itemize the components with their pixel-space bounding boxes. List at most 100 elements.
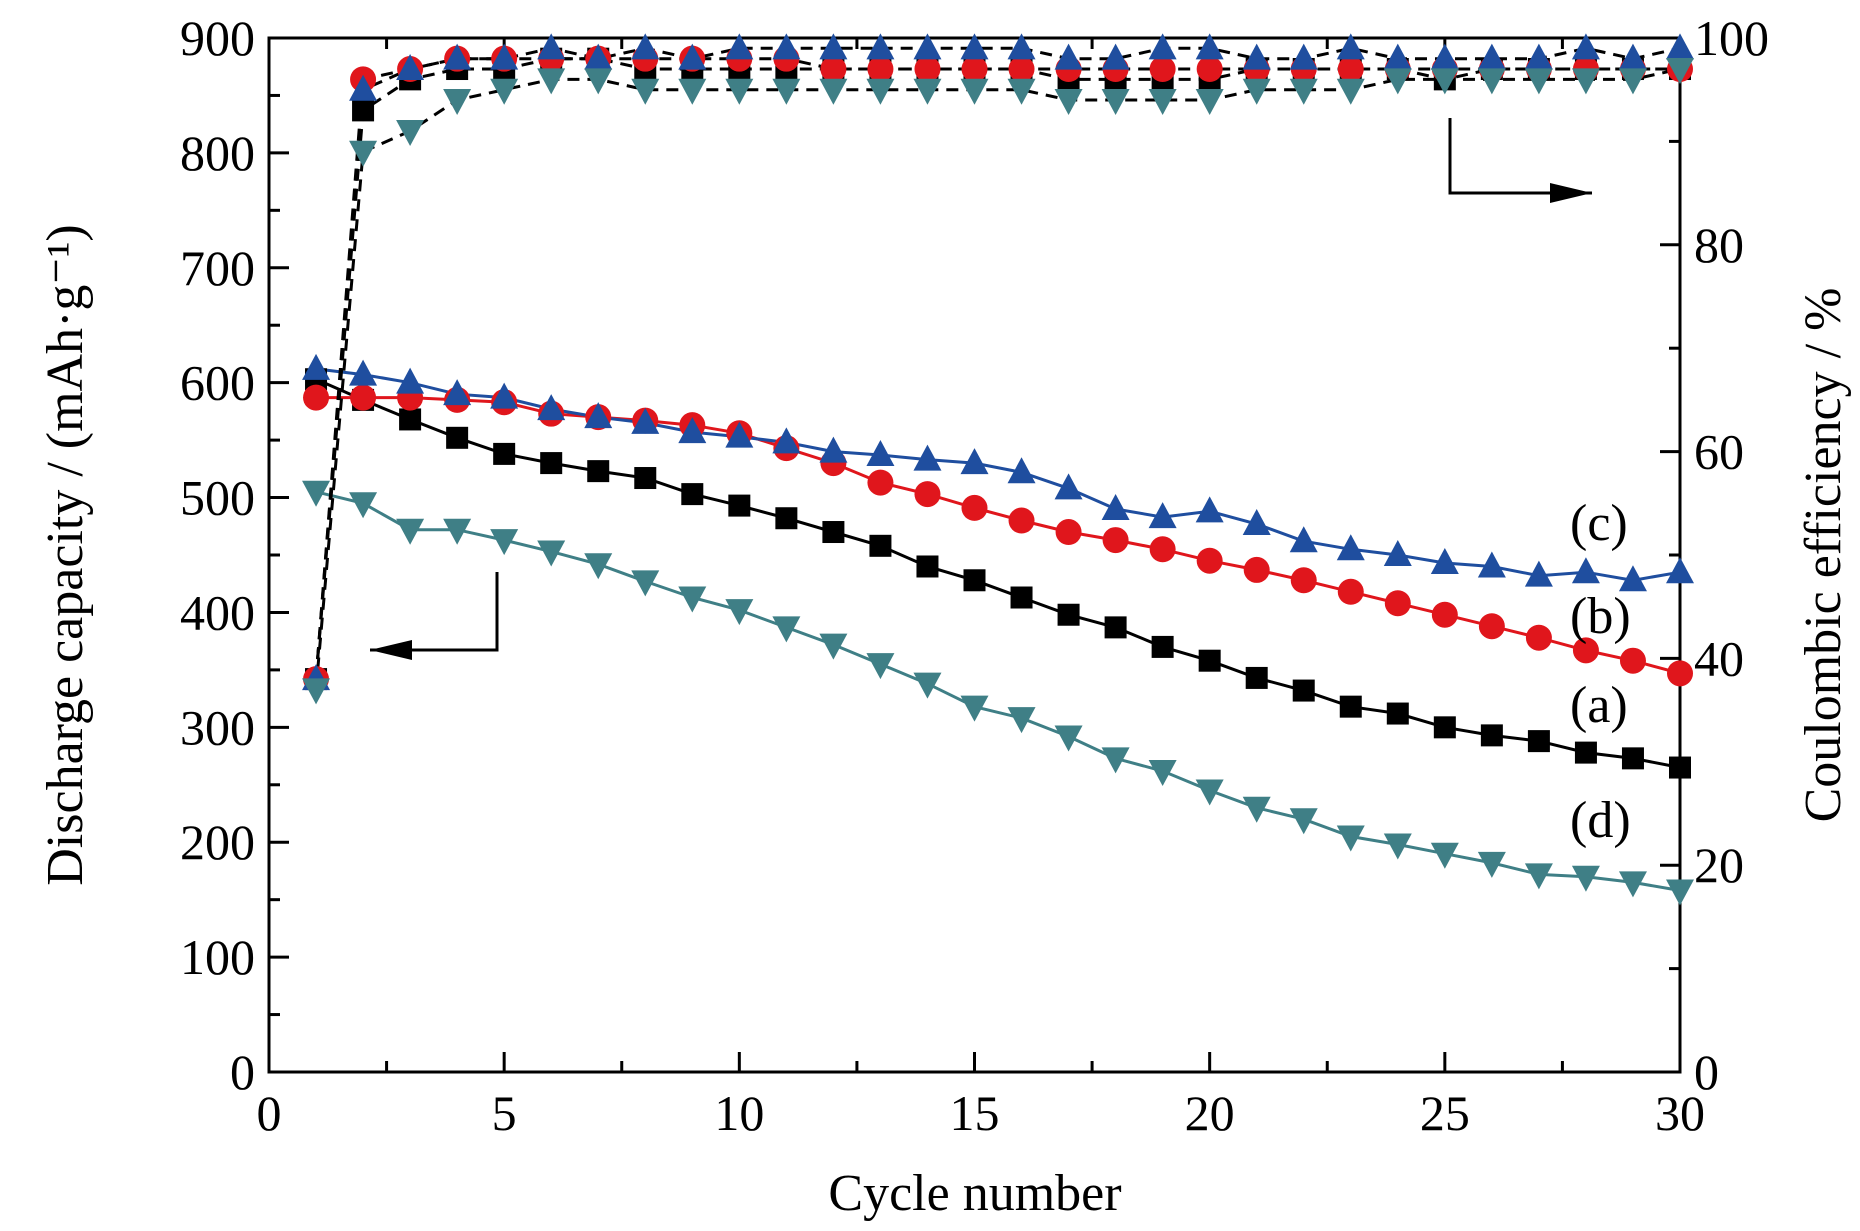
point-s0-14 bbox=[963, 569, 986, 592]
series-line-4 bbox=[314, 57, 1680, 680]
point-s1-15 bbox=[1008, 507, 1035, 534]
point-s2-5 bbox=[537, 394, 566, 421]
point-s3-2 bbox=[396, 518, 425, 545]
point-s0-29 bbox=[1669, 756, 1691, 779]
y-left-tick-label: 0 bbox=[230, 1044, 255, 1100]
x-tick-label: 10 bbox=[714, 1085, 764, 1141]
axis-arrows bbox=[370, 118, 1592, 660]
x-tick-label: 5 bbox=[492, 1085, 517, 1141]
point-s3-12 bbox=[866, 653, 895, 680]
point-s6-11 bbox=[819, 33, 848, 60]
point-s5-18 bbox=[1149, 56, 1176, 83]
point-s3-22 bbox=[1336, 825, 1365, 852]
point-s0-11 bbox=[822, 521, 845, 544]
point-s5-19 bbox=[1196, 56, 1223, 83]
point-s2-24 bbox=[1430, 548, 1459, 575]
point-s2-12 bbox=[866, 440, 895, 467]
point-s1-18 bbox=[1149, 536, 1176, 563]
point-s0-23 bbox=[1386, 702, 1409, 725]
point-s7-0 bbox=[302, 678, 331, 705]
point-s3-15 bbox=[1007, 707, 1036, 734]
point-s3-9 bbox=[725, 599, 754, 626]
point-s7-28 bbox=[1618, 68, 1647, 95]
point-s6-18 bbox=[1148, 33, 1177, 60]
point-s2-17 bbox=[1101, 494, 1130, 521]
point-s3-25 bbox=[1477, 851, 1506, 878]
y-left-tick-label: 800 bbox=[180, 125, 255, 181]
point-s3-29 bbox=[1666, 879, 1694, 906]
point-s3-23 bbox=[1383, 833, 1412, 860]
point-s3-11 bbox=[819, 633, 848, 660]
point-s1-1 bbox=[350, 384, 377, 411]
point-s7-20 bbox=[1242, 78, 1271, 105]
point-s7-18 bbox=[1148, 89, 1177, 116]
y-left-tick-label: 300 bbox=[180, 699, 255, 755]
point-s1-12 bbox=[867, 469, 894, 496]
point-s6-12 bbox=[866, 33, 895, 60]
point-s0-10 bbox=[775, 507, 798, 530]
point-s5-15 bbox=[1008, 56, 1035, 83]
y-axis-left-title: Discharge capacity / (mAh·g⁻¹) bbox=[37, 224, 94, 886]
point-s2-26 bbox=[1524, 560, 1553, 587]
series-line-1 bbox=[316, 396, 1681, 675]
point-s2-20 bbox=[1242, 508, 1271, 535]
point-s6-13 bbox=[913, 33, 942, 60]
point-s6-16 bbox=[1054, 43, 1083, 70]
y-left-tick-label: 900 bbox=[180, 10, 255, 66]
point-s2-19 bbox=[1195, 496, 1224, 523]
point-s2-11 bbox=[819, 436, 848, 463]
point-s7-29 bbox=[1666, 58, 1694, 85]
series-label-d: (d) bbox=[1570, 792, 1631, 849]
point-s7-23 bbox=[1383, 68, 1412, 95]
point-s6-25 bbox=[1477, 43, 1506, 70]
y-right-tick-label: 100 bbox=[1694, 10, 1769, 66]
point-s2-15 bbox=[1007, 457, 1036, 484]
point-s3-17 bbox=[1101, 747, 1130, 774]
point-s6-22 bbox=[1336, 33, 1365, 60]
point-s2-1 bbox=[349, 359, 378, 386]
point-s0-13 bbox=[916, 555, 939, 578]
point-s3-19 bbox=[1195, 779, 1224, 806]
point-s6-24 bbox=[1430, 43, 1459, 70]
point-s6-21 bbox=[1289, 43, 1318, 70]
point-s0-15 bbox=[1010, 586, 1033, 609]
series-labels: (c) (b) (a) (d) bbox=[1570, 495, 1631, 849]
y-right-tick-label: 0 bbox=[1694, 1044, 1719, 1100]
point-s2-0 bbox=[302, 353, 331, 380]
markers-group bbox=[302, 33, 1694, 906]
point-s7-17 bbox=[1101, 89, 1130, 116]
point-s1-28 bbox=[1619, 647, 1646, 674]
point-s2-8 bbox=[678, 417, 707, 444]
point-s2-23 bbox=[1383, 540, 1412, 566]
point-s2-2 bbox=[396, 367, 425, 394]
point-s0-5 bbox=[540, 452, 563, 475]
point-s1-25 bbox=[1478, 613, 1505, 640]
point-s6-20 bbox=[1242, 43, 1271, 70]
point-s3-20 bbox=[1242, 796, 1271, 823]
point-s7-5 bbox=[537, 68, 566, 95]
point-s7-6 bbox=[584, 68, 613, 95]
point-s6-9 bbox=[725, 33, 754, 60]
point-s3-5 bbox=[537, 540, 566, 567]
point-s5-11 bbox=[820, 56, 847, 83]
point-s6-7 bbox=[631, 33, 660, 60]
y-right-tick-label: 60 bbox=[1694, 424, 1744, 480]
point-s3-28 bbox=[1618, 871, 1647, 898]
point-s6-19 bbox=[1195, 33, 1224, 60]
point-s2-16 bbox=[1054, 473, 1083, 500]
point-s2-13 bbox=[913, 444, 942, 471]
point-s7-16 bbox=[1054, 89, 1083, 116]
point-s7-14 bbox=[960, 78, 989, 105]
point-s2-21 bbox=[1289, 526, 1318, 553]
right-axis-arrowhead bbox=[1550, 183, 1592, 203]
point-s2-3 bbox=[443, 379, 472, 406]
point-s6-23 bbox=[1383, 43, 1412, 70]
y-axis-right-title: Coulombic efficiency / % bbox=[1795, 288, 1852, 823]
point-s7-26 bbox=[1524, 68, 1553, 95]
point-s7-10 bbox=[772, 78, 801, 105]
left-axis-arrowhead bbox=[370, 640, 412, 660]
point-s6-10 bbox=[772, 33, 801, 60]
point-s2-28 bbox=[1618, 565, 1647, 592]
point-s3-14 bbox=[960, 695, 989, 722]
